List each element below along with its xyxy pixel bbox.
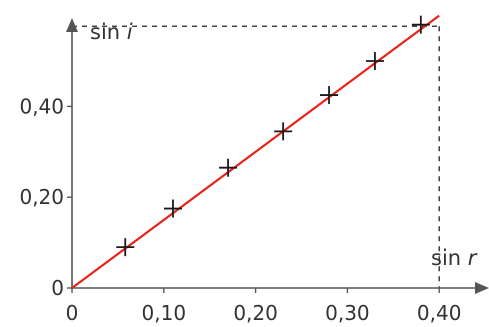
- data-point: [163, 199, 182, 218]
- x-axis-label-text: sin: [431, 246, 461, 270]
- data-point: [274, 122, 293, 141]
- data-points: [116, 15, 430, 257]
- y-tick-label: 0,40: [19, 94, 64, 118]
- x-axis-label-var: r: [468, 246, 478, 270]
- data-point: [365, 52, 384, 70]
- data-point: [320, 86, 339, 105]
- data-point: [219, 158, 238, 177]
- x-axis-arrow: [475, 282, 489, 294]
- tick-labels: 0 0,10 0,20 0,30 0,40 0 0,20 0,40: [19, 94, 461, 325]
- data-point: [411, 15, 430, 34]
- x-tick-label: 0,10: [142, 301, 187, 325]
- data-point: [116, 238, 135, 257]
- axis-labels: sin i sin r: [90, 20, 478, 270]
- x-tick-label: 0: [66, 301, 79, 325]
- dashed-guides: [72, 25, 440, 288]
- y-axis-label: sin i: [90, 20, 133, 44]
- y-tick-label: 0: [51, 276, 64, 300]
- y-axis-label-text: sin: [90, 20, 120, 44]
- y-axis-arrow: [66, 18, 78, 32]
- y-tick-label: 0,20: [19, 185, 64, 209]
- x-axis-label: sin r: [431, 246, 478, 270]
- y-axis-label-var: i: [127, 20, 133, 44]
- axes: [66, 18, 489, 294]
- x-tick-label: 0,20: [233, 301, 278, 325]
- x-tick-label: 0,40: [417, 301, 462, 325]
- x-tick-label: 0,30: [325, 301, 370, 325]
